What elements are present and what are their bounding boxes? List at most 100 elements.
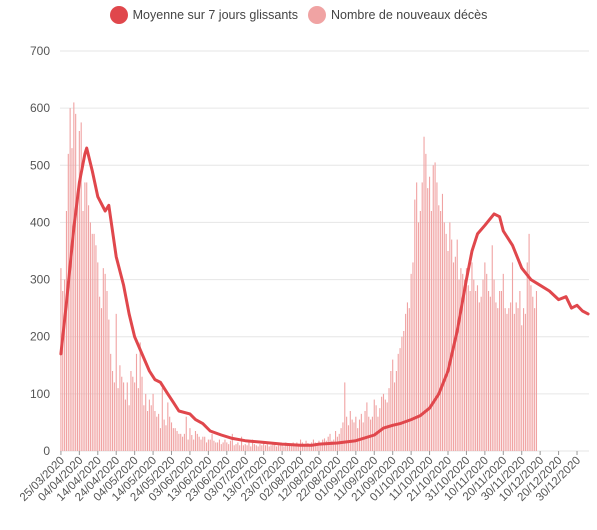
bar-daily-deaths <box>241 436 243 451</box>
bar-daily-deaths <box>158 413 160 451</box>
bar-daily-deaths <box>530 285 532 451</box>
bar-daily-deaths <box>405 313 407 451</box>
bar-daily-deaths <box>117 388 119 451</box>
line-moving-average <box>59 146 590 447</box>
bar-daily-deaths <box>406 302 408 451</box>
bar-daily-deaths <box>287 444 289 451</box>
y-tick-label: 0 <box>43 444 50 458</box>
legend-item-moving-average[interactable]: Moyenne sur 7 jours glissants <box>109 6 298 24</box>
bar-daily-deaths <box>298 445 300 451</box>
bar-daily-deaths <box>502 273 504 451</box>
bar-daily-deaths <box>93 233 95 451</box>
bar-daily-deaths <box>526 262 528 451</box>
bar-daily-deaths <box>220 444 222 451</box>
bar-daily-deaths <box>511 262 514 451</box>
bar-daily-deaths <box>476 285 479 451</box>
bar-daily-deaths <box>161 388 163 451</box>
bar-daily-deaths <box>521 325 523 451</box>
bar-daily-deaths <box>388 388 390 451</box>
bar-daily-deaths <box>482 279 484 451</box>
bar-daily-deaths <box>430 211 432 451</box>
bar-daily-deaths <box>76 193 79 451</box>
bar-daily-deaths <box>250 446 252 451</box>
bar-daily-deaths <box>416 182 418 451</box>
bar-daily-deaths <box>152 393 154 451</box>
bar-daily-deaths <box>78 131 80 451</box>
bar-daily-deaths <box>353 422 355 451</box>
bar-daily-deaths <box>491 245 493 451</box>
bar-daily-deaths <box>342 422 344 451</box>
bar-daily-deaths <box>449 222 451 451</box>
bar-daily-deaths <box>393 382 396 451</box>
bar-daily-deaths <box>189 428 191 451</box>
bar-daily-deaths <box>487 291 490 451</box>
bar-daily-deaths <box>471 262 473 451</box>
bar-daily-deaths <box>528 233 530 451</box>
bar-daily-deaths <box>218 439 220 451</box>
bar-daily-deaths <box>145 393 147 451</box>
legend-swatch-bar <box>308 6 326 24</box>
bar-daily-deaths <box>99 296 101 451</box>
bar-daily-deaths <box>183 433 185 451</box>
bar-daily-deaths <box>478 302 480 451</box>
bar-daily-deaths <box>484 262 486 451</box>
bar-daily-deaths <box>215 442 217 451</box>
bar-daily-deaths <box>228 444 230 451</box>
bar-daily-deaths <box>349 411 351 451</box>
legend-item-daily-deaths[interactable]: Nombre de nouveaux décès <box>308 6 487 24</box>
bar-daily-deaths <box>443 222 445 451</box>
bar-daily-deaths <box>242 445 244 451</box>
bar-daily-deaths <box>213 440 215 451</box>
bar-daily-deaths <box>130 371 132 451</box>
bar-daily-deaths <box>67 153 69 451</box>
bar-daily-deaths <box>447 251 449 451</box>
bar-daily-deaths <box>456 239 458 451</box>
bar-daily-deaths <box>143 405 145 451</box>
bar-daily-deaths <box>504 308 506 451</box>
bar-daily-deaths <box>307 443 309 451</box>
bar-daily-deaths <box>500 291 503 451</box>
bar-daily-deaths <box>335 431 337 451</box>
bar-daily-deaths <box>303 444 305 451</box>
bar-daily-deaths <box>73 102 75 451</box>
bar-daily-deaths <box>75 113 77 451</box>
bar-daily-deaths <box>121 376 123 451</box>
bar-daily-deaths <box>165 425 167 451</box>
bar-daily-deaths <box>185 416 187 451</box>
bar-daily-deaths <box>419 211 421 451</box>
bar-daily-deaths <box>355 416 357 451</box>
bar-daily-deaths <box>100 308 103 451</box>
bar-daily-deaths <box>408 308 410 451</box>
bar-daily-deaths <box>452 262 455 451</box>
bar-daily-deaths <box>110 353 112 451</box>
bar-daily-deaths <box>253 444 256 451</box>
bar-daily-deaths <box>229 440 232 451</box>
bar-daily-deaths <box>137 388 139 451</box>
bar-daily-deaths <box>244 444 246 451</box>
bar-daily-deaths <box>517 308 519 451</box>
bar-daily-deaths <box>167 402 169 451</box>
bar-daily-deaths <box>91 233 93 451</box>
bar-daily-deaths <box>366 402 368 451</box>
bar-daily-deaths <box>272 444 274 451</box>
bar-daily-deaths <box>392 359 394 451</box>
bar-daily-deaths <box>534 308 536 451</box>
bar-daily-deaths <box>535 291 538 451</box>
bar-daily-deaths <box>314 442 316 451</box>
bar-daily-deaths <box>410 273 412 451</box>
bar-daily-deaths <box>128 405 130 451</box>
bar-daily-deaths <box>309 444 311 451</box>
bar-daily-deaths <box>169 416 171 451</box>
bar-daily-deaths <box>204 436 206 451</box>
bar-daily-deaths <box>106 291 108 451</box>
bar-daily-deaths <box>292 442 294 451</box>
bar-daily-deaths <box>205 442 208 451</box>
bar-daily-deaths <box>222 442 224 451</box>
bar-daily-deaths <box>209 439 211 451</box>
bar-daily-deaths <box>285 442 287 451</box>
bar-daily-deaths <box>432 165 434 452</box>
bar-daily-deaths <box>62 291 64 451</box>
bar-daily-deaths <box>261 445 263 451</box>
legend-label-daily-deaths: Nombre de nouveaux décès <box>331 8 488 22</box>
